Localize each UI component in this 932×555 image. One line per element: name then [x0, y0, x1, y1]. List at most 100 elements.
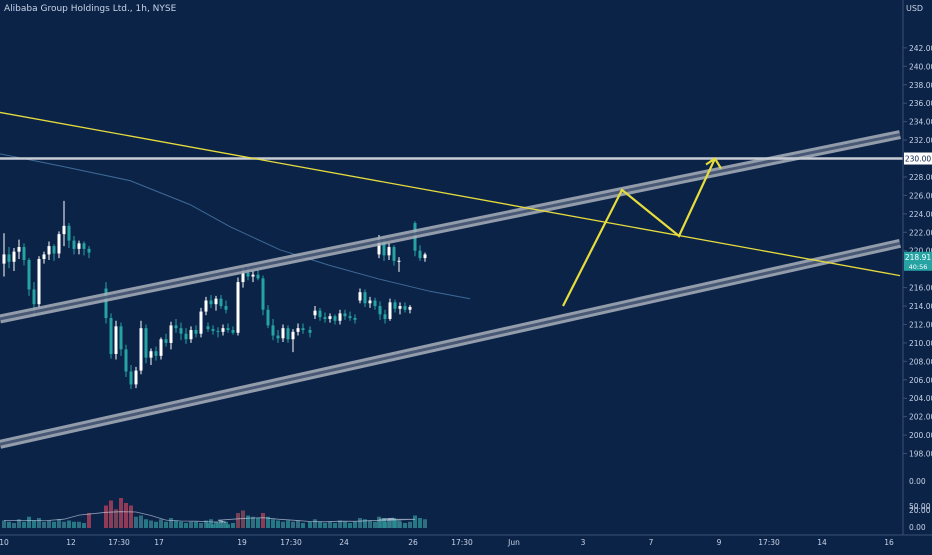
price-tick-label: 208.00: [909, 357, 932, 366]
countdown-label: 40:56: [909, 263, 928, 271]
upper-channel-band-core: [0, 133, 901, 321]
candle-body: [353, 318, 357, 320]
candle-body: [17, 247, 21, 252]
candle-body: [104, 288, 108, 319]
candle-body: [358, 292, 362, 301]
volume-tick-label: 0.00: [909, 477, 926, 486]
volume-tick-label: 50.00: [909, 502, 931, 511]
candle-body: [338, 313, 342, 321]
volume-bar: [144, 519, 148, 528]
candle-body: [231, 330, 235, 333]
candle-body: [57, 234, 61, 254]
price-tick-label: 228.00: [909, 173, 932, 182]
volume-bar: [323, 523, 327, 528]
candle-body: [184, 333, 188, 340]
candle-body: [397, 260, 401, 262]
candles-layer: [2, 200, 427, 390]
price-axis: 242.00 240.00 238.00 236.00 234.00 232.00 228.…: [902, 0, 932, 535]
volume-bar: [423, 519, 427, 528]
volume-bar: [318, 521, 322, 528]
volume-bar: [164, 521, 168, 528]
price-tick-label: 216.00: [909, 284, 932, 293]
candle-body: [179, 328, 183, 334]
volume-bar: [114, 509, 118, 528]
lower-channel-band-core: [0, 241, 901, 446]
time-tick-label: 17:30: [758, 538, 780, 547]
current-price-label: 218.91: [905, 253, 931, 262]
price-tick-label: 222.00: [909, 228, 932, 237]
time-tick-label: 3: [581, 538, 586, 547]
candle-body: [214, 298, 218, 305]
candle-body: [236, 282, 240, 333]
volume-bar: [333, 523, 337, 528]
time-tick-label: 17:30: [280, 538, 302, 547]
candle-body: [373, 300, 377, 307]
candle-body: [377, 240, 381, 255]
candle-body: [119, 326, 123, 350]
moving-average-line: [0, 153, 471, 300]
candle-body: [281, 328, 285, 339]
candle-body: [408, 306, 412, 310]
volume-bar: [338, 520, 342, 528]
time-tick-label: 9: [717, 538, 722, 547]
time-tick-label: 17: [154, 538, 164, 547]
candle-body: [2, 254, 6, 264]
time-tick-label: 12: [66, 538, 76, 547]
time-tick-label: 10: [0, 538, 9, 547]
candle-body: [159, 339, 163, 356]
volume-bar: [408, 521, 412, 528]
currency-label: USD: [906, 4, 924, 13]
volume-bar: [169, 518, 173, 528]
candle-body: [219, 298, 223, 307]
volume-bar: [301, 523, 305, 528]
price-tick-label: 204.00: [909, 394, 932, 403]
candle-body: [194, 330, 198, 334]
candle-body: [174, 325, 178, 329]
candle-body: [209, 300, 213, 305]
volume-bar: [129, 505, 133, 528]
candle-body: [124, 349, 128, 372]
volume-bar: [328, 521, 332, 528]
chart-title: Alibaba Group Holdings Ltd., 1h, NYSE: [4, 4, 177, 14]
candle-body: [221, 328, 225, 332]
candle-body: [134, 370, 138, 385]
volume-bar: [82, 523, 86, 528]
time-axis: 10 12 17:30 17 19 17:30 24 26 17:30 Jun 3 7 9 17:30 14…: [0, 534, 932, 547]
candle-body: [323, 317, 327, 319]
candle-body: [72, 240, 76, 249]
candle-body: [291, 331, 295, 340]
volume-bar: [104, 505, 108, 528]
candle-body: [343, 313, 347, 317]
candle-body: [139, 328, 143, 371]
volume-bar: [47, 520, 51, 528]
volume-bar: [256, 518, 260, 528]
volume-bar: [363, 519, 367, 528]
volume-bar: [154, 521, 158, 528]
volume-bar: [368, 520, 372, 528]
volume-bar: [174, 520, 178, 528]
candle-body: [189, 330, 193, 340]
volume-bar: [32, 520, 36, 528]
candle-body: [378, 306, 382, 315]
candle-body: [276, 335, 280, 339]
candle-body: [296, 328, 300, 332]
price-tick-label: 224.00: [909, 210, 932, 219]
volume-bar: [27, 516, 31, 528]
candle-body: [387, 247, 391, 256]
volume-bar: [231, 523, 235, 528]
time-tick-label: 17:30: [108, 538, 130, 547]
volume-bar: [296, 520, 300, 528]
volume-bar: [313, 519, 317, 528]
volume-bar: [7, 521, 11, 528]
volume-bar: [211, 524, 215, 528]
volume-bar: [189, 521, 193, 528]
projection-arrowhead: [705, 156, 722, 170]
time-tick-label: 26: [408, 538, 418, 547]
drawings-layer: [0, 111, 903, 449]
candle-body: [169, 325, 173, 343]
candle-body: [42, 254, 46, 260]
volume-bar: [194, 521, 198, 528]
